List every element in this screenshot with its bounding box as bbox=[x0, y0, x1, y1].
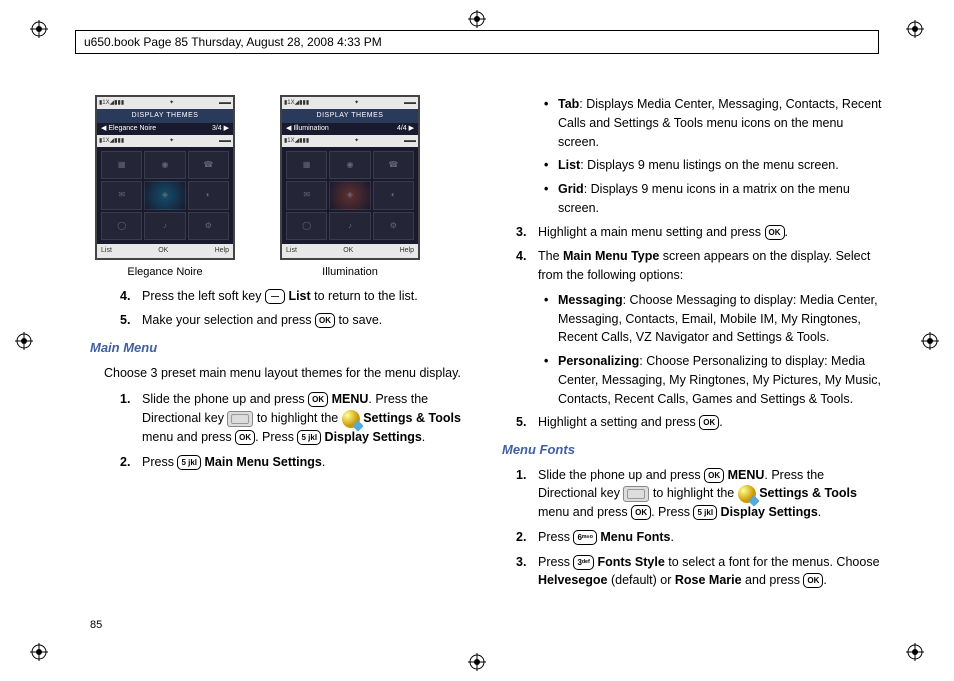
step-number: 1. bbox=[120, 390, 142, 446]
right-column: Tab: Displays Media Center, Messaging, C… bbox=[502, 95, 884, 611]
page-number: 85 bbox=[90, 619, 102, 631]
bullet-item: Messaging: Choose Messaging to display: … bbox=[502, 291, 884, 347]
step-text: Highlight a setting and press OK. bbox=[538, 413, 884, 432]
crop-mark-icon bbox=[15, 332, 33, 350]
step-text: Press 6ᵐⁿᵒ Menu Fonts. bbox=[538, 528, 884, 547]
six-key-icon: 6ᵐⁿᵒ bbox=[573, 530, 596, 545]
screen2-caption: Illumination bbox=[280, 264, 420, 281]
step-text: Press the left soft key — List to return… bbox=[142, 287, 472, 306]
crop-mark-icon bbox=[906, 643, 924, 661]
screen1-caption: Elegance Noire bbox=[95, 264, 235, 281]
step-text: Press 5 jkl Main Menu Settings. bbox=[142, 453, 472, 472]
ok-key-icon: OK bbox=[765, 225, 785, 240]
ok-key-icon: OK bbox=[803, 573, 823, 588]
step-number: 2. bbox=[516, 528, 538, 547]
section-heading: Menu Fonts bbox=[502, 440, 884, 460]
page-header: u650.book Page 85 Thursday, August 28, 2… bbox=[75, 30, 879, 54]
section-intro: Choose 3 preset main menu layout themes … bbox=[104, 364, 472, 383]
crop-mark-icon bbox=[468, 10, 486, 28]
step-text: Press 3ᵈᵉᶠ Fonts Style to select a font … bbox=[538, 553, 884, 591]
settings-tools-icon bbox=[738, 485, 756, 503]
five-key-icon: 5 jkl bbox=[297, 430, 321, 445]
section-heading: Main Menu bbox=[90, 338, 472, 358]
bullet-item: List: Displays 9 menu listings on the me… bbox=[502, 156, 884, 175]
ok-key-icon: OK bbox=[235, 430, 255, 445]
directional-key-icon bbox=[623, 486, 649, 502]
step-number: 3. bbox=[516, 223, 538, 242]
phone-screen-1: ▮1X◢▮▮▮✦▬▬ DISPLAY THEMES ◀ Elegance Noi… bbox=[95, 95, 235, 281]
five-key-icon: 5 jkl bbox=[177, 455, 201, 470]
step-number: 5. bbox=[516, 413, 538, 432]
minus-key-icon: — bbox=[265, 289, 285, 304]
crop-mark-icon bbox=[468, 653, 486, 671]
step-text: Highlight a main menu setting and press … bbox=[538, 223, 884, 242]
three-key-icon: 3ᵈᵉᶠ bbox=[573, 555, 594, 570]
directional-key-icon bbox=[227, 411, 253, 427]
step-number: 4. bbox=[516, 247, 538, 285]
five-key-icon: 5 jkl bbox=[693, 505, 717, 520]
step-number: 1. bbox=[516, 466, 538, 522]
crop-mark-icon bbox=[906, 20, 924, 38]
phone-screen-2: ▮1X◢▮▮▮✦▬▬ DISPLAY THEMES ◀ Illumination… bbox=[280, 95, 420, 281]
step-number: 5. bbox=[120, 311, 142, 330]
crop-mark-icon bbox=[921, 332, 939, 350]
bullet-item: Personalizing: Choose Personalizing to d… bbox=[502, 352, 884, 408]
left-column: ▮1X◢▮▮▮✦▬▬ DISPLAY THEMES ◀ Elegance Noi… bbox=[90, 95, 472, 611]
crop-mark-icon bbox=[30, 20, 48, 38]
step-text: Slide the phone up and press OK MENU. Pr… bbox=[142, 390, 472, 446]
step-number: 2. bbox=[120, 453, 142, 472]
crop-mark-icon bbox=[30, 643, 48, 661]
bullet-item: Tab: Displays Media Center, Messaging, C… bbox=[502, 95, 884, 151]
step-number: 4. bbox=[120, 287, 142, 306]
screen1-title: DISPLAY THEMES bbox=[97, 109, 233, 123]
step-text: Slide the phone up and press OK MENU. Pr… bbox=[538, 466, 884, 522]
ok-key-icon: OK bbox=[704, 468, 724, 483]
screen2-title: DISPLAY THEMES bbox=[282, 109, 418, 123]
ok-key-icon: OK bbox=[308, 392, 328, 407]
bullet-item: Grid: Displays 9 menu icons in a matrix … bbox=[502, 180, 884, 218]
step-number: 3. bbox=[516, 553, 538, 591]
step-text: Make your selection and press OK to save… bbox=[142, 311, 472, 330]
step-text: The Main Menu Type screen appears on the… bbox=[538, 247, 884, 285]
ok-key-icon: OK bbox=[631, 505, 651, 520]
ok-key-icon: OK bbox=[699, 415, 719, 430]
settings-tools-icon bbox=[342, 410, 360, 428]
ok-key-icon: OK bbox=[315, 313, 335, 328]
